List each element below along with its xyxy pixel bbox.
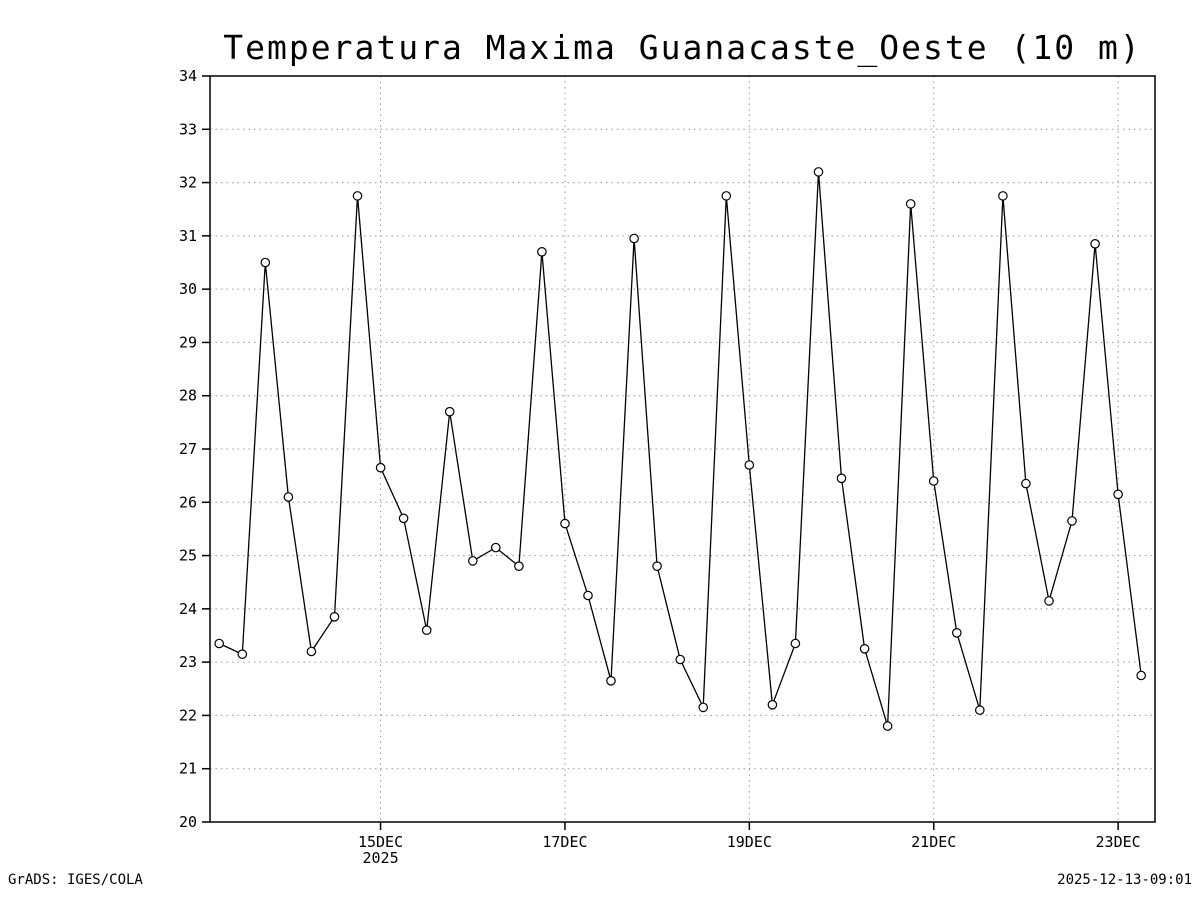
- data-point-marker: [444, 406, 455, 417]
- data-point-marker: [974, 705, 985, 715]
- data-point-marker: [421, 625, 432, 635]
- data-point-marker: [698, 702, 708, 713]
- y-tick-label: 21: [179, 760, 197, 778]
- data-point-marker: [375, 462, 386, 473]
- data-point-marker: [490, 542, 501, 553]
- data-point-marker: [836, 473, 847, 484]
- grads-credit-label: GrADS: IGES/COLA: [8, 872, 143, 888]
- y-tick-label: 34: [179, 67, 197, 85]
- data-point-marker: [352, 191, 363, 201]
- y-tick-label: 22: [179, 706, 197, 724]
- data-point-marker: [1113, 489, 1123, 500]
- data-point-marker: [1090, 239, 1100, 249]
- data-point-marker: [560, 518, 570, 529]
- data-point-marker: [1021, 478, 1031, 489]
- data-point-marker: [329, 611, 340, 622]
- x-tick-label: 19DEC: [727, 833, 772, 851]
- data-point-marker: [767, 699, 778, 710]
- x-tick-label: 15DEC: [358, 833, 403, 851]
- chart-title: Temperatura Maxima Guanacaste_Oeste (10 …: [223, 28, 1142, 67]
- data-point-marker: [583, 590, 593, 601]
- timestamp-label: 2025-12-13-09:01: [1057, 872, 1192, 888]
- data-point-marker: [905, 199, 916, 209]
- data-point-marker: [467, 556, 478, 566]
- data-point-marker: [629, 233, 639, 244]
- x-tick-label: 21DEC: [911, 833, 956, 851]
- data-point-marker: [790, 638, 801, 649]
- y-tick-label: 24: [179, 600, 197, 618]
- y-tick-label: 32: [179, 174, 197, 192]
- data-point-marker: [721, 191, 732, 201]
- data-point-marker: [652, 561, 662, 571]
- data-point-marker: [283, 492, 294, 502]
- data-point-marker: [237, 649, 248, 659]
- data-point-marker: [951, 627, 962, 638]
- data-point-marker: [998, 191, 1008, 201]
- data-point-marker: [306, 646, 317, 657]
- y-tick-label: 25: [179, 547, 197, 565]
- y-tick-label: 29: [179, 333, 197, 351]
- y-tick-label: 23: [179, 653, 197, 671]
- y-tick-label: 30: [179, 280, 197, 298]
- y-tick-label: 26: [179, 493, 197, 511]
- data-point-marker: [1044, 596, 1054, 606]
- y-tick-label: 28: [179, 387, 197, 405]
- y-tick-label: 20: [179, 813, 197, 831]
- data-point-marker: [928, 476, 939, 486]
- data-point-marker: [214, 638, 224, 649]
- y-tick-label: 27: [179, 440, 197, 458]
- data-point-marker: [260, 257, 271, 268]
- data-point-marker: [1136, 670, 1146, 681]
- data-point-marker: [882, 721, 893, 731]
- data-point-marker: [675, 654, 685, 665]
- x-tick-sublabel: 2025: [362, 849, 398, 867]
- data-point-marker: [606, 675, 616, 686]
- data-point-marker: [514, 561, 524, 571]
- y-tick-label: 31: [179, 227, 197, 245]
- data-point-marker: [1067, 516, 1077, 526]
- y-tick-label: 33: [179, 120, 197, 138]
- data-point-marker: [744, 460, 755, 470]
- data-point-marker: [398, 513, 409, 524]
- x-tick-label: 17DEC: [542, 833, 587, 851]
- data-point-marker: [859, 643, 870, 654]
- data-point-marker: [537, 247, 547, 257]
- x-tick-label: 23DEC: [1096, 833, 1141, 851]
- data-point-marker: [813, 167, 824, 177]
